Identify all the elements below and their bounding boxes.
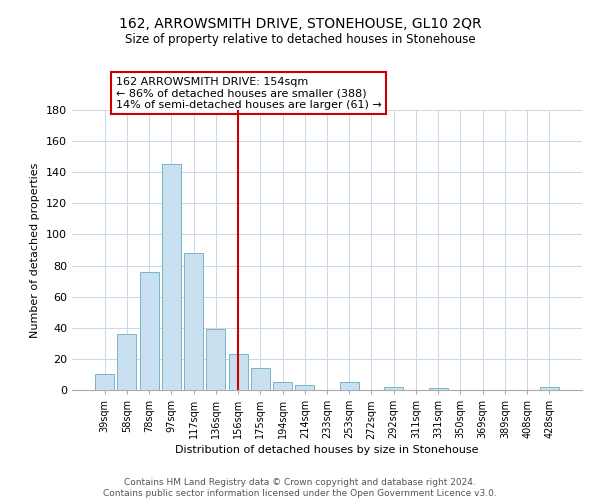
- Bar: [229, 354, 248, 390]
- X-axis label: Distribution of detached houses by size in Stonehouse: Distribution of detached houses by size …: [175, 446, 479, 456]
- Bar: [206, 330, 225, 390]
- Bar: [95, 374, 114, 390]
- Bar: [429, 388, 448, 390]
- Y-axis label: Number of detached properties: Number of detached properties: [31, 162, 40, 338]
- Bar: [540, 387, 559, 390]
- Text: 162 ARROWSMITH DRIVE: 154sqm
← 86% of detached houses are smaller (388)
14% of s: 162 ARROWSMITH DRIVE: 154sqm ← 86% of de…: [116, 77, 382, 110]
- Bar: [251, 368, 270, 390]
- Bar: [273, 382, 292, 390]
- Bar: [384, 387, 403, 390]
- Bar: [162, 164, 181, 390]
- Bar: [118, 334, 136, 390]
- Bar: [184, 253, 203, 390]
- Bar: [295, 386, 314, 390]
- Bar: [340, 382, 359, 390]
- Text: Contains HM Land Registry data © Crown copyright and database right 2024.
Contai: Contains HM Land Registry data © Crown c…: [103, 478, 497, 498]
- Bar: [140, 272, 158, 390]
- Text: 162, ARROWSMITH DRIVE, STONEHOUSE, GL10 2QR: 162, ARROWSMITH DRIVE, STONEHOUSE, GL10 …: [119, 18, 481, 32]
- Text: Size of property relative to detached houses in Stonehouse: Size of property relative to detached ho…: [125, 32, 475, 46]
